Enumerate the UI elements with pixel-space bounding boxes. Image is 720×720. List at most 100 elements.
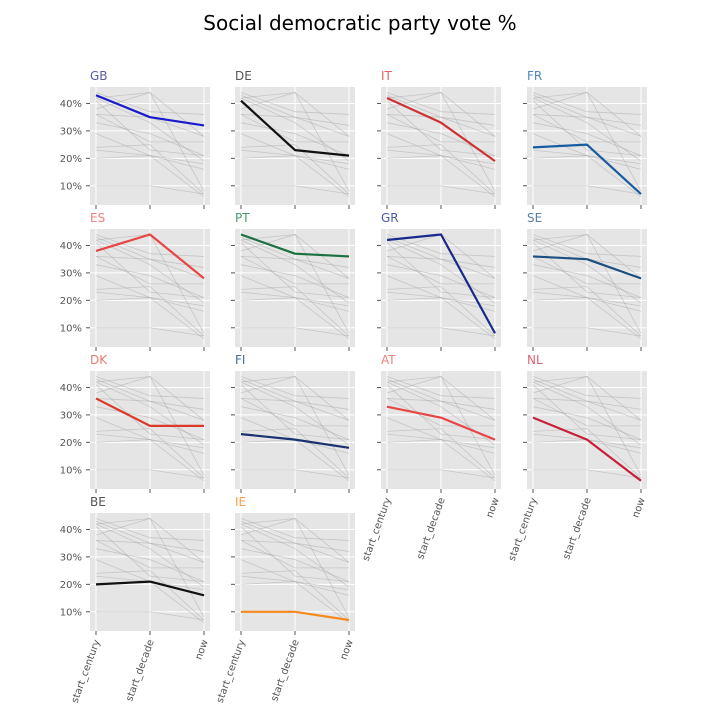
y-tick-label: 40% — [60, 99, 82, 110]
background-line-pt — [95, 376, 205, 399]
y-tick-label: 40% — [60, 241, 82, 252]
background-line-gb — [532, 94, 642, 126]
series-line-it — [386, 96, 496, 162]
series-line-be — [95, 580, 205, 597]
background-line-ie — [533, 185, 642, 195]
background-line-it — [95, 523, 205, 588]
background-line-fi — [386, 149, 496, 165]
panel-se: SE — [523, 211, 647, 351]
background-line-pt — [240, 92, 350, 115]
background-line-dk — [386, 114, 495, 143]
background-line-es — [95, 518, 205, 563]
background-line-at — [532, 264, 642, 298]
background-line-se — [532, 398, 642, 421]
x-tick-label: start_century — [215, 638, 248, 704]
background-line-dk — [240, 256, 349, 285]
background-line-nl — [240, 559, 350, 624]
background-line-at — [532, 122, 642, 156]
background-line-at — [95, 264, 205, 298]
y-tick-label: 20% — [60, 296, 82, 307]
background-line-ie — [96, 611, 205, 621]
background-line-fi — [240, 291, 350, 307]
x-tick-label: now — [193, 638, 210, 661]
series-line-se — [532, 255, 642, 280]
background-line-gb — [386, 236, 496, 268]
background-line-se — [240, 540, 350, 563]
background-line-se — [386, 256, 496, 279]
background-line-dk — [240, 114, 349, 143]
background-line-fi — [95, 291, 205, 307]
panel-label-pt: PT — [235, 211, 250, 225]
x-tick-label: start_century — [361, 496, 394, 562]
background-line-pt — [532, 234, 642, 257]
background-line-ie — [533, 469, 642, 479]
background-line-es — [532, 376, 642, 421]
background-line-de — [240, 384, 350, 441]
background-line-gr — [240, 518, 350, 618]
background-line-gb — [240, 94, 350, 126]
background-line-se — [240, 114, 350, 137]
background-line-at — [240, 264, 350, 298]
background-line-nl — [95, 133, 205, 198]
background-line-gb — [386, 94, 496, 126]
panel-label-gr: GR — [381, 211, 399, 225]
background-line-se — [240, 256, 350, 279]
background-line-gr — [240, 234, 350, 334]
background-line-gb — [386, 378, 496, 410]
background-line-ie — [241, 469, 350, 479]
background-line-fi — [240, 149, 350, 165]
background-line-fr — [386, 286, 496, 337]
background-line-ie — [241, 327, 350, 337]
background-line-fr — [240, 144, 350, 195]
background-line-at — [240, 406, 350, 440]
background-line-es — [240, 92, 350, 137]
background-line-fi — [240, 575, 350, 591]
background-line-it — [95, 239, 205, 304]
y-tick-label: 30% — [60, 410, 82, 421]
background-line-at — [532, 406, 642, 440]
panel-label-at: AT — [381, 353, 396, 367]
background-line-gr — [532, 234, 642, 334]
background-line-gr — [532, 376, 642, 476]
series-line-es — [95, 233, 205, 280]
background-line-it — [532, 381, 642, 446]
background-line-it — [95, 381, 205, 446]
background-line-at — [95, 406, 205, 440]
background-line-gr — [95, 518, 205, 618]
background-line-gr — [95, 92, 205, 192]
background-line-nl — [532, 275, 642, 340]
x-tick-label: start_decade — [415, 496, 448, 561]
background-line-dk — [240, 540, 349, 569]
background-line-de — [386, 100, 496, 157]
x-tick-label: now — [630, 496, 647, 519]
background-line-pt — [386, 234, 496, 257]
panel-gb: GB 10% 20% 30% 40% — [60, 69, 210, 209]
background-line-pt — [386, 92, 496, 115]
series-line-nl — [532, 416, 642, 482]
background-line-dk — [532, 114, 641, 143]
background-line-be — [95, 297, 205, 312]
background-line-gb — [532, 378, 642, 410]
background-line-be — [240, 297, 350, 312]
panel-label-dk: DK — [90, 353, 108, 367]
background-line-gb — [95, 520, 205, 552]
background-line-gr — [95, 376, 205, 476]
background-line-se — [532, 114, 642, 137]
background-line-pt — [386, 376, 496, 399]
background-line-it — [532, 97, 642, 162]
background-line-fr — [95, 428, 205, 479]
background-line-dk — [532, 398, 641, 427]
panel-at: AT start_century start_decade now — [361, 353, 502, 563]
panel-label-it: IT — [381, 69, 393, 83]
background-line-fr — [386, 144, 496, 195]
panel-fr: FR — [523, 69, 647, 209]
background-line-fr — [240, 570, 350, 621]
y-tick-label: 40% — [60, 525, 82, 536]
y-tick-label: 10% — [60, 607, 82, 618]
background-line-it — [532, 239, 642, 304]
background-line-gr — [386, 92, 496, 192]
background-line-dk — [95, 256, 204, 285]
panel-label-fr: FR — [527, 69, 542, 83]
panel-label-es: ES — [90, 211, 105, 225]
chart-title: Social democratic party vote % — [203, 11, 516, 35]
